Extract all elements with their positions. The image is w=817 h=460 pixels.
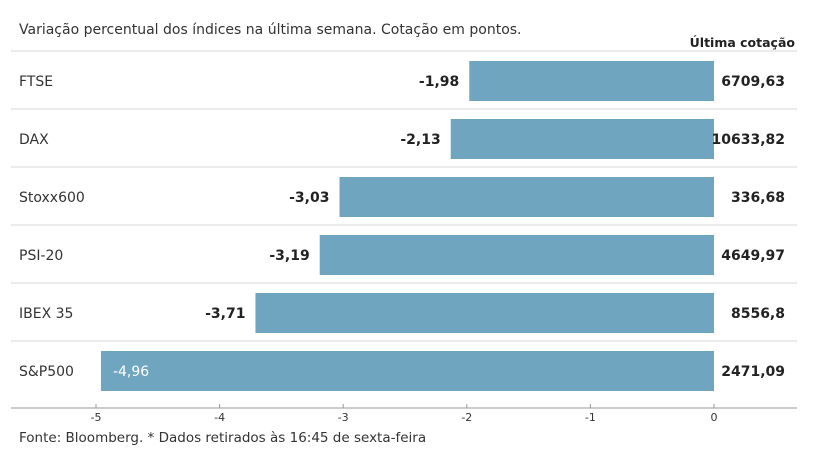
last-quote-value: 2471,09 bbox=[721, 364, 785, 380]
last-quote-value: 8556,8 bbox=[731, 306, 785, 322]
category-label: Stoxx600 bbox=[19, 190, 85, 206]
x-tick-label: -2 bbox=[461, 411, 472, 424]
bar-2 bbox=[339, 177, 714, 217]
category-label: PSI-20 bbox=[19, 248, 63, 264]
x-tick-label: -5 bbox=[91, 411, 102, 424]
bar-4 bbox=[255, 293, 714, 333]
last-quote-value: 4649,97 bbox=[721, 248, 785, 264]
x-axis: -5 -4 -3 -2 -1 0 bbox=[11, 404, 797, 424]
value-label: -3,71 bbox=[205, 306, 245, 322]
value-label: -3,03 bbox=[289, 190, 329, 206]
x-tick-label: -4 bbox=[214, 411, 225, 424]
bar-5 bbox=[100, 351, 715, 391]
x-tick-label: 0 bbox=[711, 411, 718, 424]
value-label: -2,13 bbox=[400, 132, 440, 148]
last-quote-value: 6709,63 bbox=[721, 74, 785, 90]
last-quote-header: Última cotação bbox=[690, 35, 796, 50]
bar-3 bbox=[319, 235, 714, 275]
chart-rows: FTSE -1,98 6709,63 DAX -2,13 10633,82 Stoxx600… bbox=[11, 50, 797, 391]
value-label: -1,98 bbox=[419, 74, 459, 90]
chart-footer: Fonte: Bloomberg. * Dados retirados às 1… bbox=[19, 430, 426, 446]
value-label: -4,96 bbox=[113, 364, 149, 380]
x-tick-label: -1 bbox=[585, 411, 596, 424]
category-label: S&P500 bbox=[19, 364, 74, 380]
bar-1 bbox=[450, 119, 714, 159]
category-label: DAX bbox=[19, 132, 49, 148]
category-label: FTSE bbox=[19, 74, 53, 90]
category-label: IBEX 35 bbox=[19, 306, 73, 322]
bar-0 bbox=[469, 61, 714, 101]
value-label: -3,19 bbox=[269, 248, 309, 264]
last-quote-value: 336,68 bbox=[731, 190, 785, 206]
chart-subtitle: Variação percentual dos índices na últim… bbox=[19, 22, 522, 38]
x-tick-label: -3 bbox=[338, 411, 349, 424]
last-quote-value: 10633,82 bbox=[711, 132, 785, 148]
